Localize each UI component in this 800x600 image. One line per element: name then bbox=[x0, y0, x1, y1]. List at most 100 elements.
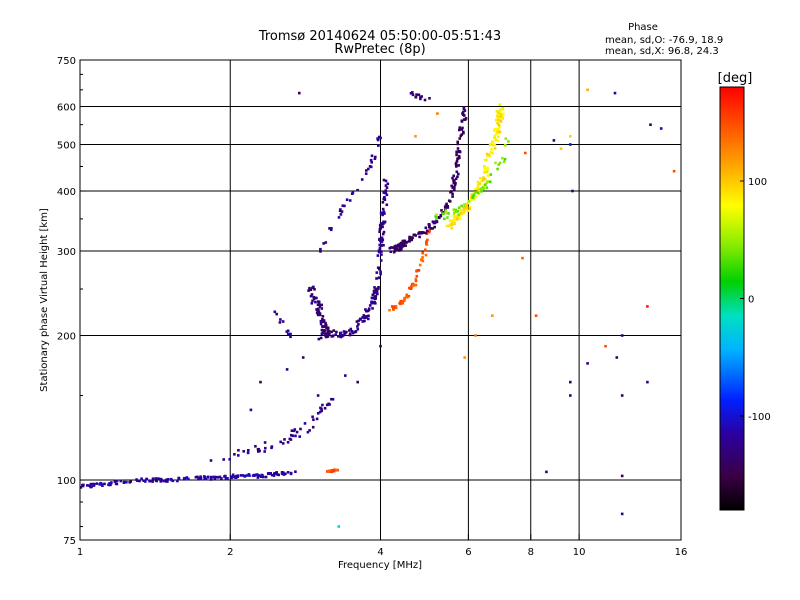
data-point bbox=[379, 344, 382, 348]
data-point bbox=[361, 320, 365, 323]
data-point bbox=[507, 140, 510, 143]
data-point bbox=[231, 473, 235, 477]
data-point bbox=[317, 300, 321, 304]
data-point bbox=[170, 478, 173, 482]
data-point bbox=[264, 475, 268, 479]
stats-heading: Phase bbox=[628, 22, 658, 33]
data-point bbox=[455, 170, 459, 174]
data-point bbox=[321, 331, 325, 335]
data-point bbox=[435, 219, 438, 223]
data-point bbox=[241, 474, 245, 477]
data-point bbox=[457, 154, 461, 158]
data-point bbox=[453, 188, 456, 191]
data-point bbox=[381, 225, 384, 229]
y-tick-label: 750 bbox=[57, 56, 76, 67]
data-point bbox=[254, 445, 257, 448]
data-point bbox=[185, 476, 189, 479]
data-point bbox=[379, 136, 382, 140]
data-point bbox=[371, 307, 374, 310]
data-point bbox=[431, 227, 434, 230]
data-point bbox=[615, 356, 619, 359]
data-point bbox=[491, 151, 494, 155]
data-point bbox=[398, 242, 402, 246]
data-point bbox=[495, 118, 498, 122]
data-point bbox=[331, 334, 335, 337]
data-point bbox=[357, 323, 360, 326]
data-point bbox=[203, 477, 206, 481]
data-point bbox=[243, 475, 246, 478]
y-ticks: 75 100 200 300 400 500 600 750 bbox=[57, 56, 86, 547]
data-point bbox=[290, 429, 294, 432]
data-point bbox=[312, 297, 316, 301]
data-point bbox=[414, 277, 418, 281]
data-point bbox=[486, 154, 489, 158]
data-point bbox=[420, 95, 423, 98]
data-point bbox=[382, 191, 385, 194]
y-tick-label: 75 bbox=[63, 536, 76, 547]
data-point bbox=[371, 293, 375, 297]
data-point bbox=[348, 333, 352, 337]
data-point bbox=[460, 204, 463, 208]
data-point bbox=[414, 234, 417, 237]
data-point bbox=[446, 216, 449, 219]
data-point bbox=[332, 469, 336, 472]
data-point bbox=[473, 196, 477, 200]
data-point bbox=[319, 336, 323, 340]
data-point bbox=[115, 479, 119, 483]
data-point bbox=[320, 407, 323, 411]
data-point bbox=[545, 470, 548, 474]
data-point bbox=[384, 189, 387, 192]
data-point bbox=[335, 330, 338, 334]
x-tick-label: 1 bbox=[77, 547, 83, 558]
data-point bbox=[401, 299, 404, 303]
data-point bbox=[437, 215, 441, 219]
data-point bbox=[277, 473, 280, 477]
data-point bbox=[408, 235, 411, 239]
data-point bbox=[493, 128, 497, 131]
data-point bbox=[491, 314, 494, 317]
data-point bbox=[373, 300, 376, 304]
data-point bbox=[206, 476, 210, 479]
data-point bbox=[471, 196, 474, 199]
data-point bbox=[486, 174, 490, 177]
data-point bbox=[309, 294, 313, 298]
data-point bbox=[455, 217, 459, 221]
data-point bbox=[348, 199, 352, 202]
data-point bbox=[256, 476, 260, 479]
data-point bbox=[424, 226, 428, 230]
data-point bbox=[247, 449, 250, 452]
data-point bbox=[310, 302, 314, 305]
data-point bbox=[489, 173, 493, 176]
data-point bbox=[569, 380, 572, 384]
data-point bbox=[459, 209, 463, 212]
data-point bbox=[251, 474, 255, 477]
data-point bbox=[95, 482, 99, 485]
data-point bbox=[377, 249, 381, 253]
data-point bbox=[379, 239, 382, 242]
data-point bbox=[378, 266, 381, 270]
data-point bbox=[275, 471, 278, 474]
data-point bbox=[482, 176, 485, 179]
data-point bbox=[419, 97, 422, 101]
data-point bbox=[461, 126, 464, 130]
data-point bbox=[447, 212, 450, 215]
data-point bbox=[452, 179, 455, 182]
data-point bbox=[417, 269, 421, 272]
data-point bbox=[312, 285, 315, 289]
data-point bbox=[496, 135, 500, 139]
y-axis-label: Stationary phase Virtual Height [km] bbox=[39, 208, 50, 392]
data-point bbox=[456, 210, 459, 213]
data-point bbox=[388, 308, 391, 312]
data-point bbox=[408, 286, 411, 290]
data-point bbox=[383, 212, 386, 215]
data-point bbox=[119, 479, 123, 483]
data-point bbox=[498, 130, 501, 134]
data-point bbox=[436, 112, 439, 115]
data-point bbox=[401, 302, 404, 305]
data-point bbox=[122, 480, 126, 484]
data-point bbox=[177, 476, 180, 480]
data-point bbox=[424, 231, 428, 235]
data-point bbox=[236, 475, 240, 478]
data-point bbox=[488, 180, 492, 184]
data-point bbox=[269, 472, 272, 475]
